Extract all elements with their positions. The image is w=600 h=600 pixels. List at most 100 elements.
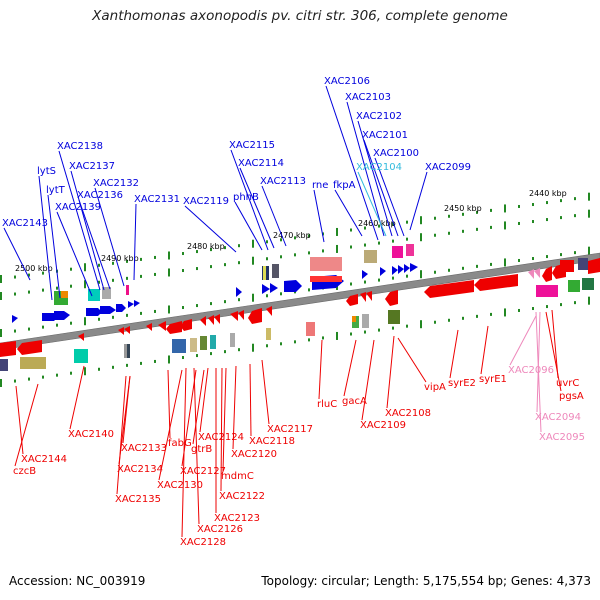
gene-label-XAC2096[interactable]: XAC2096	[508, 365, 554, 376]
gene-label-XAC2133[interactable]: XAC2133	[121, 443, 167, 454]
gene-label-gacA[interactable]: gacA	[342, 396, 367, 407]
gene-label-XAC2113[interactable]: XAC2113	[260, 176, 306, 187]
feature-block-pink-2[interactable]	[560, 260, 574, 272]
gene-label-XAC2144[interactable]: XAC2144	[21, 454, 67, 465]
gene-arrow-xac2099[interactable]	[410, 263, 418, 272]
gene-arrow-xac2113[interactable]	[284, 280, 302, 292]
feature-block-yellow-1[interactable]	[263, 266, 266, 280]
feature-block-tan-1[interactable]	[190, 338, 197, 352]
gene-arrow-xac2118[interactable]	[248, 308, 262, 324]
gene-label-mdmC[interactable]: mdmC	[221, 471, 254, 482]
gene-arrow-xac2137[interactable]	[100, 306, 116, 314]
feature-block-cyan-2[interactable]	[74, 349, 88, 363]
gene-label-XAC2134[interactable]: XAC2134	[117, 464, 163, 475]
feature-block-salmon-1[interactable]	[310, 257, 342, 271]
gene-arrow-xac2102[interactable]	[392, 266, 398, 275]
feature-block-gray-1[interactable]	[102, 287, 111, 299]
feature-block-purple-1[interactable]	[0, 359, 8, 371]
feature-block-cyan-1[interactable]	[88, 289, 100, 301]
gene-arrow-xac2123[interactable]	[214, 314, 220, 324]
gene-label-syrE1[interactable]: syrE1	[479, 374, 507, 385]
gene-arrow-xac2109[interactable]	[366, 291, 372, 301]
gene-label-XAC2114[interactable]: XAC2114	[238, 158, 284, 169]
feature-block-teal-1[interactable]	[210, 335, 216, 349]
gene-label-XAC2120[interactable]: XAC2120	[231, 449, 277, 460]
gene-arrow-xac2108[interactable]	[385, 290, 398, 306]
gene-label-XAC2139[interactable]: XAC2139	[55, 202, 101, 213]
feature-block-darkgreen-1[interactable]	[582, 278, 594, 290]
feature-block-olive-1[interactable]	[200, 336, 207, 350]
gene-arrow-pgsA[interactable]	[534, 268, 540, 278]
gene-label-XAC2108[interactable]: XAC2108	[385, 408, 431, 419]
gene-arrow-xac2115[interactable]	[270, 283, 278, 293]
gene-label-XAC2127[interactable]: XAC2127	[180, 466, 226, 477]
gene-label-syrE2[interactable]: syrE2	[448, 378, 476, 389]
gene-arrow-mdmC[interactable]	[230, 311, 238, 321]
gene-arrow-xac2127[interactable]	[180, 319, 192, 331]
gene-arrow-gacA[interactable]	[360, 292, 366, 302]
gene-label-XAC2135[interactable]: XAC2135	[115, 494, 161, 505]
gene-label-XAC2095[interactable]: XAC2095	[539, 432, 585, 443]
gene-label-XAC2115[interactable]: XAC2115	[229, 140, 275, 151]
gene-arrow-xac2101[interactable]	[398, 265, 404, 274]
gene-arrow-rluC[interactable]	[346, 294, 358, 306]
gene-label-XAC2100[interactable]: XAC2100	[373, 148, 419, 159]
gene-arrow-xac2139[interactable]	[86, 308, 102, 316]
gene-label-fkpA[interactable]: fkpA	[333, 180, 356, 191]
gene-label-XAC2138[interactable]: XAC2138	[57, 141, 103, 152]
gene-label-XAC2136[interactable]: XAC2136	[77, 190, 123, 201]
gene-label-XAC2101[interactable]: XAC2101	[362, 130, 408, 141]
feature-block-orange-2[interactable]	[352, 316, 356, 322]
gene-label-XAC2130[interactable]: XAC2130	[157, 480, 203, 491]
gene-label-XAC2099[interactable]: XAC2099	[425, 162, 471, 173]
gene-label-XAC2132[interactable]: XAC2132	[93, 178, 139, 189]
feature-block-orange-1[interactable]	[61, 291, 68, 298]
gene-label-lytT[interactable]: lytT	[46, 185, 66, 196]
gene-arrow-syrE1[interactable]	[542, 266, 552, 282]
gene-label-XAC2137[interactable]: XAC2137	[69, 161, 115, 172]
gene-arrow-lytT[interactable]	[54, 311, 70, 320]
gene-arrow-xac2136[interactable]	[116, 304, 126, 312]
gene-arrow-phhB[interactable]	[262, 284, 270, 294]
gene-arrow-xac2140[interactable]	[78, 333, 84, 341]
gene-label-XAC2122[interactable]: XAC2122	[219, 491, 265, 502]
feature-block-magenta-2[interactable]	[406, 244, 414, 256]
gene-arrow-xac2131[interactable]	[134, 300, 140, 307]
gene-label-XAC2106[interactable]: XAC2106	[324, 76, 370, 87]
gene-label-XAC2124[interactable]: XAC2124	[198, 432, 244, 443]
gene-label-XAC2119[interactable]: XAC2119	[183, 196, 229, 207]
feature-block-salmon-3[interactable]	[310, 276, 342, 282]
feature-block-salmon-2[interactable]	[306, 322, 315, 336]
gene-label-XAC2128[interactable]: XAC2128	[180, 537, 226, 548]
gene-label-czcB[interactable]: czcB	[13, 466, 36, 477]
feature-block-blue-1[interactable]	[172, 339, 186, 353]
gene-arrow-xac2132[interactable]	[128, 301, 134, 308]
reverse-features[interactable]	[0, 258, 600, 371]
gene-label-gtrB[interactable]: gtrB	[191, 444, 212, 455]
feature-block-magenta-1[interactable]	[392, 246, 403, 258]
gene-arrow-xac2096[interactable]	[528, 269, 534, 279]
gene-label-XAC2126[interactable]: XAC2126	[197, 524, 243, 535]
feature-block-olive-2[interactable]	[388, 310, 400, 324]
gene-arrow-xac2144[interactable]	[0, 341, 16, 357]
gene-arrow-fkpA[interactable]	[362, 270, 368, 279]
gene-label-uvrC[interactable]: uvrC	[556, 378, 579, 389]
gene-arrow-xac2130[interactable]	[166, 321, 182, 334]
gene-label-XAC2140[interactable]: XAC2140	[68, 429, 114, 440]
gene-arrow-xac2134[interactable]	[124, 326, 130, 334]
gene-arrow-xac2143[interactable]	[12, 315, 18, 323]
feature-block-gray-2[interactable]	[124, 344, 127, 358]
feature-block-khaki-1[interactable]	[364, 250, 377, 263]
feature-block-pink-1[interactable]	[126, 285, 129, 295]
gene-arrow-gtrB[interactable]	[200, 316, 206, 326]
gene-label-XAC2123[interactable]: XAC2123	[214, 513, 260, 524]
gene-label-XAC2102[interactable]: XAC2102	[356, 111, 402, 122]
gene-label-vipA[interactable]: vipA	[424, 382, 446, 393]
gene-label-XAC2131[interactable]: XAC2131	[134, 194, 180, 205]
gene-label-XAC2118[interactable]: XAC2118	[249, 436, 295, 447]
gene-label-rluC[interactable]: rluC	[317, 399, 337, 410]
gene-arrow-xac2094[interactable]	[588, 258, 600, 274]
gene-label-XAC2104[interactable]: XAC2104	[356, 162, 402, 173]
feature-block-khaki-3[interactable]	[266, 328, 271, 340]
gene-labels[interactable]: XAC2143 lytS lytT XAC2139 XAC2138 XAC2137 XAC2…	[2, 76, 585, 548]
